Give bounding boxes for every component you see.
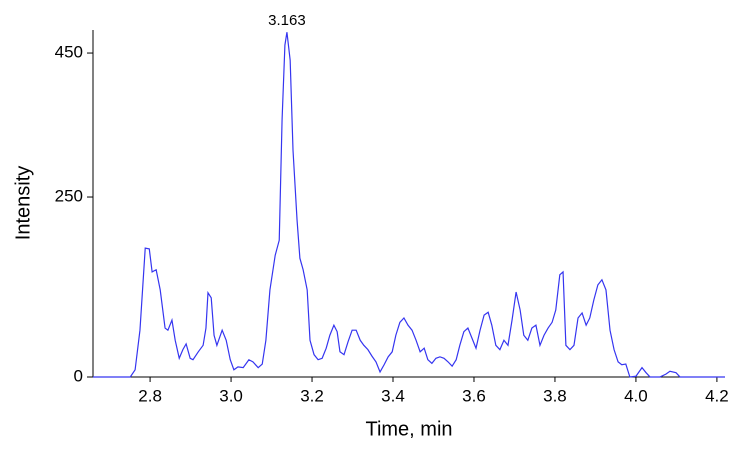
x-tick-label: 2.8 <box>138 386 162 405</box>
peak-annotation: 3.163 <box>268 12 306 29</box>
x-tick-label: 3.0 <box>219 386 243 405</box>
x-axis-title: Time, min <box>365 418 452 440</box>
x-tick-label: 3.4 <box>381 386 405 405</box>
x-tick-label: 4.0 <box>624 386 648 405</box>
y-axis-title: Intensity <box>12 166 34 240</box>
x-tick-label: 3.2 <box>300 386 324 405</box>
x-tick-label: 4.2 <box>705 386 729 405</box>
y-tick-label: 250 <box>55 187 83 206</box>
x-tick-label: 3.8 <box>543 386 567 405</box>
y-tick-label: 450 <box>55 43 83 62</box>
line-series <box>93 32 725 378</box>
y-tick-label: 0 <box>74 366 83 385</box>
x-tick-label: 3.6 <box>462 386 486 405</box>
